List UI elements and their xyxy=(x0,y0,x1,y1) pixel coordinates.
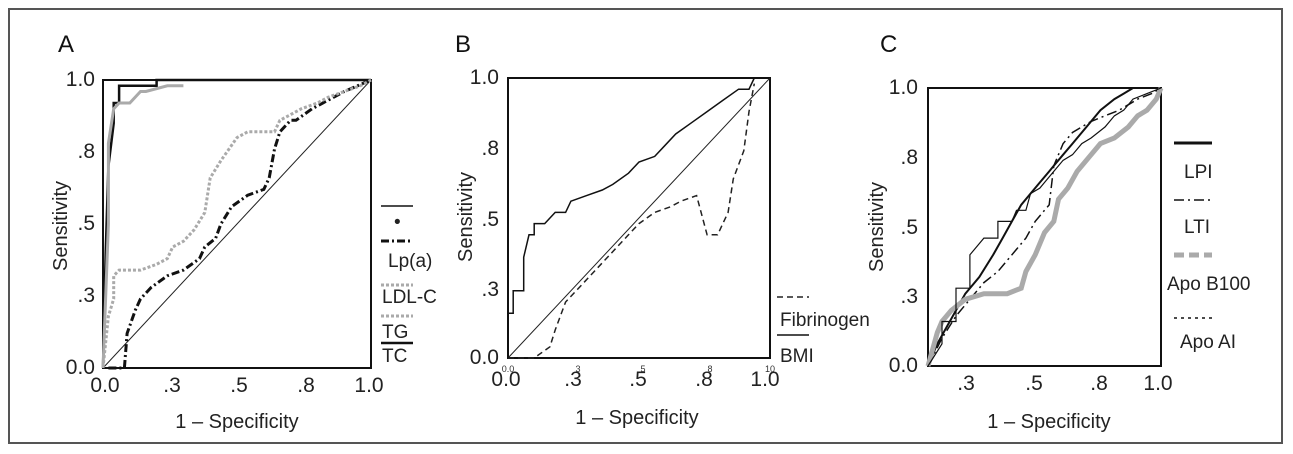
panel-a-ylabel: Sensitivity xyxy=(50,181,72,271)
panel-c-ytick: .5 xyxy=(900,216,918,239)
panel-b-xtick: 0.0 xyxy=(491,368,520,391)
panel-b-xtick: .3 xyxy=(564,368,582,391)
panel-b-minor-label: 8 xyxy=(707,364,712,374)
panel-c-series-1-line xyxy=(927,87,1162,367)
panel-c-series xyxy=(925,87,1164,367)
panel-a-series-3-line xyxy=(101,78,372,369)
panel-b-ytick: .8 xyxy=(481,137,499,160)
panel-b-xlabel: 1 – Specificity xyxy=(575,407,698,429)
legend-label-tg: TG xyxy=(382,322,408,343)
panel-a-series-2-line xyxy=(108,78,372,370)
legend-label-tc: TC xyxy=(382,346,407,367)
panel-a-xtick: 0.0 xyxy=(90,374,119,397)
panel-a-legend: • Lp(a) LDL-C TG TC xyxy=(381,205,437,367)
panel-b: B 1.0 .8 .5 .3 0.0 0.0 3 5 8 10 0.0 .3 .… xyxy=(455,31,870,429)
panel-b-ytick: .3 xyxy=(481,278,499,301)
panel-a-xtick: .5 xyxy=(230,374,248,397)
figure-frame xyxy=(8,8,1283,444)
panel-a-series-1-line xyxy=(101,84,184,369)
legend-label-apoai: Apo AI xyxy=(1180,332,1236,353)
panel-c-xtick: 1.0 xyxy=(1143,372,1172,395)
panel-b-minor-label: 3 xyxy=(575,364,580,374)
panel-b-legend: Fibrinogen BMI xyxy=(777,296,870,367)
panel-c-ytick: 1.0 xyxy=(889,76,918,99)
panel-c-ylabel: Sensitivity xyxy=(866,182,888,272)
panel-c-xtick: .5 xyxy=(1025,372,1043,395)
panel-c-ytick: .8 xyxy=(900,146,918,169)
panel-a-xlabel: 1 – Specificity xyxy=(175,411,298,433)
panel-a-xtick: .3 xyxy=(163,374,181,397)
legend-label-dot: • xyxy=(394,212,401,233)
panel-c-plot-area xyxy=(927,87,1162,367)
panel-b-xtick: 1.0 xyxy=(750,368,779,391)
panel-c-xtick: .8 xyxy=(1090,372,1108,395)
panel-a-ytick: .8 xyxy=(77,140,95,163)
panel-c-legend: LPI LTI Apo B100 Apo AI xyxy=(1167,141,1250,353)
legend-label-ldlc: LDL-C xyxy=(382,287,437,308)
legend-label-lpi: LPI xyxy=(1184,162,1213,183)
legend-label-bmi: BMI xyxy=(780,346,814,367)
panel-c-series-2-line xyxy=(925,87,1164,367)
panel-a-ytick: 1.0 xyxy=(66,68,95,91)
panel-b-ytick: 1.0 xyxy=(470,66,499,89)
panel-a-xtick: 1.0 xyxy=(354,374,383,397)
panel-b-minor-label: 5 xyxy=(640,364,645,374)
panel-c-ytick: .3 xyxy=(900,285,918,308)
panel-b-ylabel: Sensitivity xyxy=(455,172,477,262)
panel-b-series-0-line xyxy=(508,83,756,359)
panel-b-plot-area xyxy=(507,77,771,359)
legend-label-lpa: Lp(a) xyxy=(388,251,432,272)
panel-b-xtick: .5 xyxy=(629,368,647,391)
panel-c-label: C xyxy=(880,31,897,58)
panel-a-series xyxy=(101,78,372,370)
panel-a-label: A xyxy=(58,31,74,58)
panel-c-series-0-line xyxy=(927,87,1161,367)
panel-c: C 1.0 .8 .5 .3 0.0 .3 .5 .8 1.0 1 – Spec… xyxy=(866,31,1250,433)
panel-b-series-1-line xyxy=(507,77,755,358)
panel-c-xlabel: 1 – Specificity xyxy=(987,411,1110,433)
legend-label-fibrinogen: Fibrinogen xyxy=(780,310,870,331)
panel-b-xtick: .8 xyxy=(695,368,713,391)
panel-a-ytick: 0.0 xyxy=(66,356,95,379)
panel-b-label: B xyxy=(455,31,471,58)
panel-a: A 1.0 .8 .5 .3 0.0 0.0 .3 .5 .8 1.0 1 – … xyxy=(50,31,437,433)
panel-a-reference-line xyxy=(102,79,372,369)
panel-b-minor-label: 10 xyxy=(765,364,775,374)
panel-b-ytick: .5 xyxy=(481,208,499,231)
legend-label-lti: LTI xyxy=(1184,217,1210,238)
panel-a-ytick: .3 xyxy=(77,284,95,307)
panel-b-ytick: 0.0 xyxy=(470,346,499,369)
panel-b-reference-line xyxy=(507,77,771,359)
panel-b-series xyxy=(507,77,756,359)
panel-c-xtick: .3 xyxy=(957,372,975,395)
panel-a-ytick: .5 xyxy=(77,212,95,235)
legend-label-apob100: Apo B100 xyxy=(1167,274,1250,295)
panel-c-ytick: 0.0 xyxy=(889,354,918,377)
panel-c-series-3-line xyxy=(927,87,1162,367)
panel-a-xtick: .8 xyxy=(297,374,315,397)
panel-b-minor-label: 0.0 xyxy=(502,364,515,374)
